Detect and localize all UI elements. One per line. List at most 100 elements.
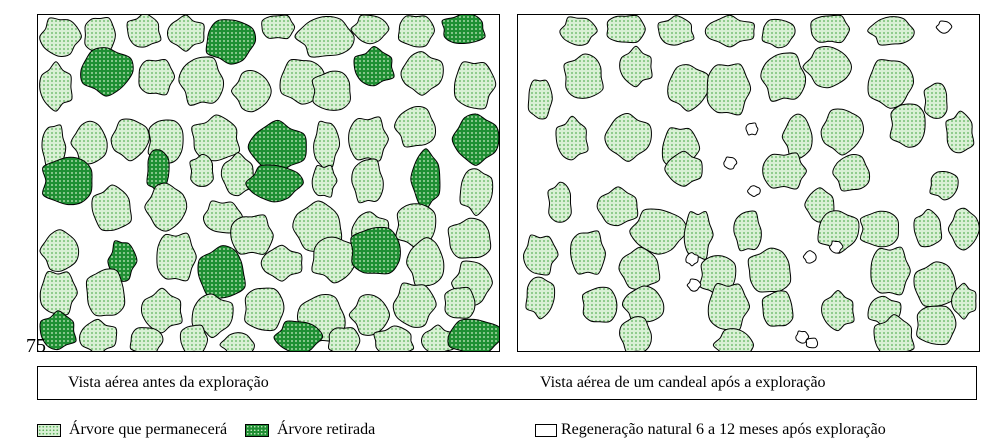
tree-kept-crown [527,79,553,120]
regeneration-crown [686,278,702,292]
tree-removed-crown [247,119,307,174]
tree-kept-crown [667,64,711,112]
tree-kept-crown [311,236,358,284]
tree-kept-crown [260,244,303,282]
tree-kept-crown [420,324,455,351]
tree-kept-crown [39,229,80,272]
tree-kept-crown [140,287,183,334]
tree-kept-crown [559,16,598,46]
tree-kept-crown [733,210,762,252]
tree-kept-crown [39,270,78,316]
tree-kept-crown [70,120,108,165]
tree-kept-crown [747,247,792,293]
tree-kept-crown [39,61,73,112]
tree-kept-crown [889,103,926,148]
tree-kept-crown [604,112,652,162]
tree-removed-crown [80,47,134,97]
tree-kept-crown [129,327,164,351]
tree-kept-crown [244,287,285,332]
tree-kept-crown [230,214,274,255]
tree-kept-crown [913,261,958,308]
tree-kept-crown [39,17,82,57]
tree-kept-crown [400,51,444,96]
tree-removed-crown [441,15,486,45]
tree-kept-crown [707,282,751,332]
stray-page-number: 75 [26,335,46,357]
tree-removed-crown [451,113,499,166]
legend-item-kept: Árvore que permanecerá [37,418,227,442]
tree-kept-crown [947,207,979,251]
regeneration-crown [805,337,819,349]
tree-kept-crown [547,181,572,223]
tree-kept-crown [85,268,126,317]
tree-removed-crown [273,320,324,351]
tree-kept-crown [820,108,864,156]
tree-kept-crown [760,52,807,102]
tree-removed-crown [245,164,304,203]
tree-kept-crown [706,63,752,116]
tree-kept-crown [832,154,871,192]
tree-kept-crown [817,210,860,254]
tree-kept-crown [261,15,296,40]
tree-kept-crown [629,208,688,255]
regeneration-crown [746,185,761,198]
tree-kept-crown [606,15,646,44]
tree-kept-crown [929,170,959,201]
tree-kept-crown [294,15,355,58]
tree-kept-crown [311,164,338,198]
regeneration-crown [795,330,810,344]
tree-kept-icon [37,423,61,437]
aerial-view-before-panel [37,14,500,352]
tree-kept-crown [230,70,272,113]
tree-kept-crown [683,210,714,260]
tree-kept-crown [555,115,589,161]
tree-kept-crown [327,327,361,351]
tree-removed-crown [447,318,499,351]
tree-kept-crown [873,314,915,351]
tree-kept-crown [923,82,948,119]
tree-kept-crown [348,294,391,336]
tree-kept-crown [459,168,494,216]
tree-kept-crown [447,217,492,259]
tree-kept-crown [523,234,559,276]
tree-removed-icon [245,423,269,437]
tree-kept-crown [781,113,813,160]
tree-kept-crown [311,70,351,111]
regeneration-crown [935,20,953,34]
tree-kept-crown [189,153,214,187]
tree-kept-crown [138,58,176,96]
regeneration-crown [723,156,738,170]
tree-kept-crown [913,208,943,248]
tree-kept-crown [126,15,162,48]
tree-kept-crown [179,324,209,351]
tree-kept-crown [313,120,341,171]
tree-removed-crown [205,19,257,65]
tree-kept-crown [525,276,556,320]
tree-kept-crown [144,182,188,232]
aerial-view-after-drawing [523,15,979,351]
tree-kept-crown [619,316,652,351]
tree-kept-crown [191,114,241,162]
regeneration-icon [535,423,557,437]
legend-label-regeneration: Regeneração natural 6 a 12 meses após ex… [561,421,886,438]
tree-kept-crown [621,285,665,324]
legend-item-removed: Árvore retirada [245,418,375,442]
tree-removed-crown [197,245,246,300]
tree-kept-crown [596,186,639,227]
tree-kept-crown [859,210,900,248]
tree-kept-crown [657,15,695,46]
tree-kept-crown [397,15,435,48]
tree-kept-crown [619,45,653,88]
tree-kept-crown [867,59,914,109]
tree-kept-crown [563,53,604,99]
tree-kept-crown [219,332,255,351]
aerial-view-after-panel [517,14,980,352]
legend-item-regeneration: Regeneração natural 6 a 12 meses após ex… [535,418,886,442]
tree-kept-crown [664,150,703,187]
tree-kept-crown [810,15,850,44]
tree-kept-crown [110,118,150,162]
regeneration-crown [745,122,759,136]
legend-label-kept: Árvore que permanecerá [69,421,228,438]
tree-kept-crown [178,56,225,106]
tree-kept-crown [406,237,445,288]
